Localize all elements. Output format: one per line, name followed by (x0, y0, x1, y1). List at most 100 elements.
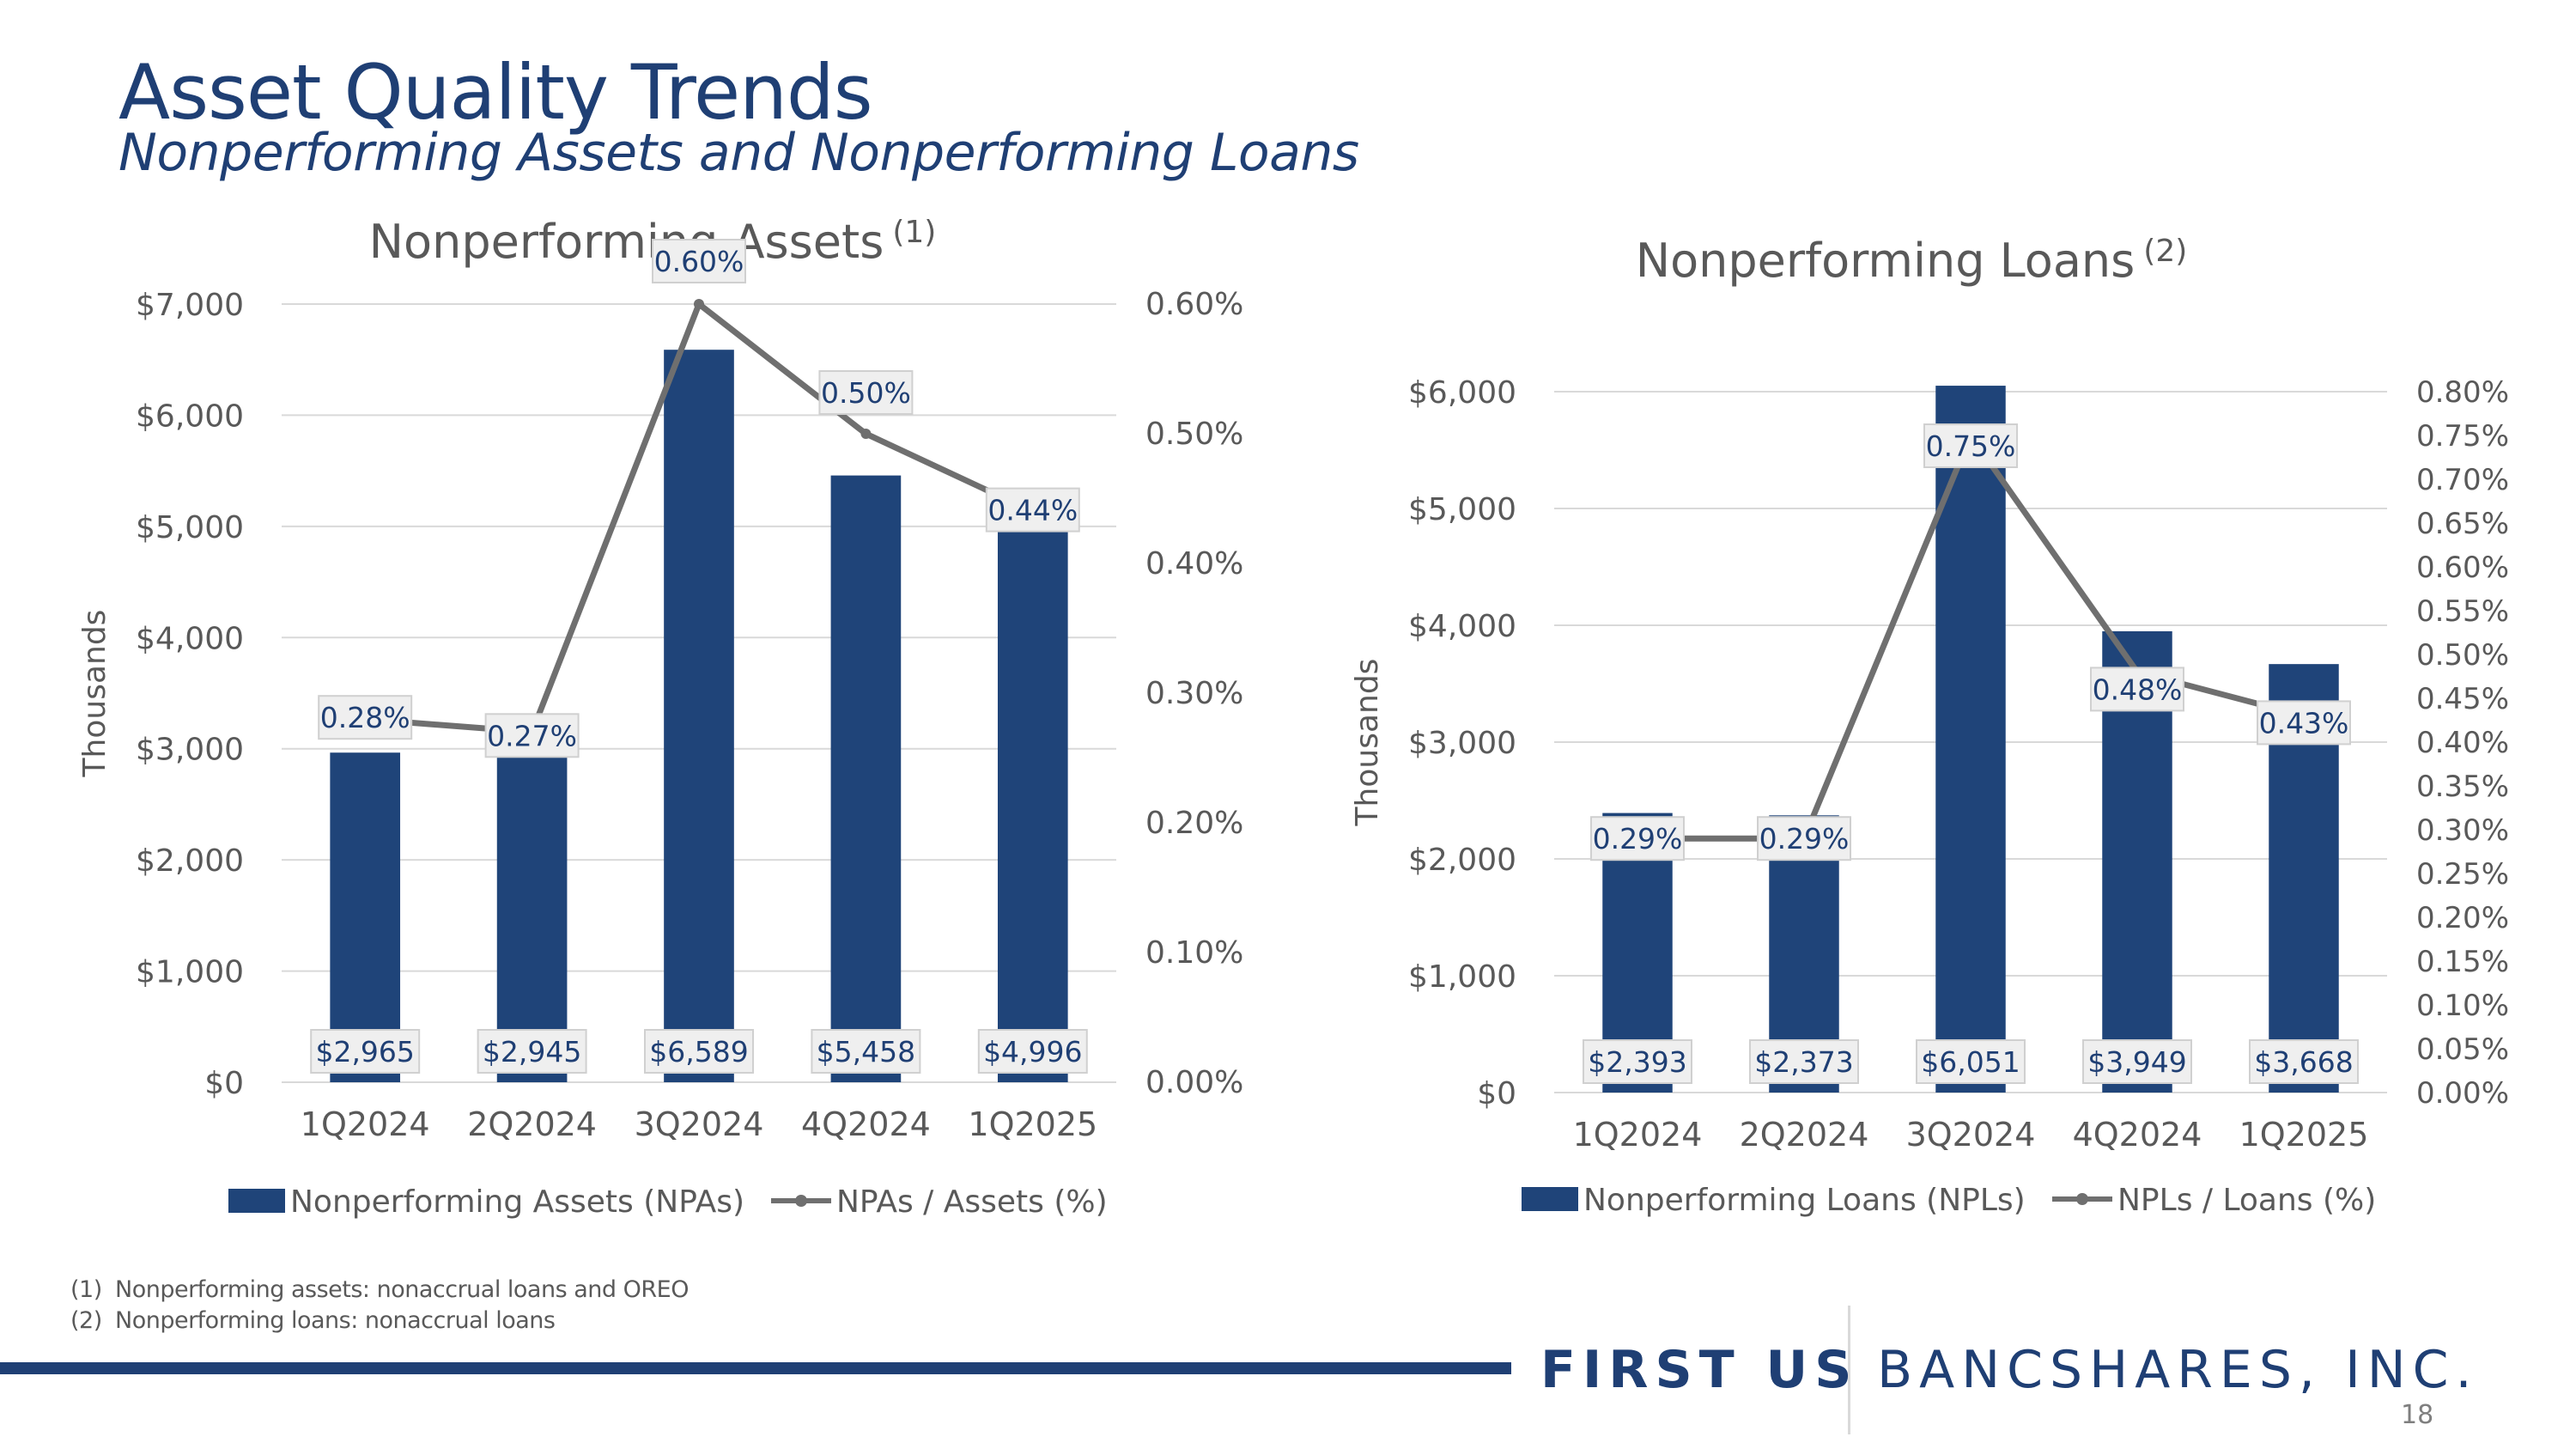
bar-data-label-bg (477, 1029, 587, 1074)
line-data-label: 0.60% (654, 245, 744, 278)
y2-tick-label: 0.80% (2416, 375, 2509, 410)
page-subtitle: Nonperforming Assets and Nonperforming L… (118, 123, 1359, 183)
y2-tick-label: 0.00% (1145, 1065, 1243, 1100)
x-tick-label: 1Q2025 (2239, 1116, 2369, 1154)
y-tick-label: $4,000 (1408, 609, 1516, 644)
bar-3Q2024 (664, 350, 734, 1082)
legend-label-bars: Nonperforming Loans (NPLs) (1583, 1183, 2026, 1218)
line-data-label-bg (818, 370, 914, 415)
bar-data-label-bg (977, 1029, 1088, 1074)
legend-label-line: NPLs / Loans (%) (2117, 1183, 2376, 1218)
x-tick-label: 4Q2024 (2073, 1116, 2202, 1154)
y-tick-label: $6,000 (1408, 375, 1516, 411)
chart-nonperforming-assets: Nonperforming Assets (1) $0 $1,000 $2,000 $3,… (77, 215, 1243, 1220)
bar-data-label: $3,668 (2254, 1045, 2353, 1079)
x-tick-label: 4Q2024 (801, 1105, 931, 1143)
bar-data-label: $3,949 (2087, 1045, 2186, 1079)
line-data-label-bg (1590, 816, 1685, 861)
x-tick-label: 1Q2024 (301, 1105, 430, 1143)
y-tick-label: $5,000 (1408, 492, 1516, 527)
y2-tick-label: 0.25% (2416, 857, 2509, 892)
logo-first-us: FIRST US (1540, 1340, 1859, 1400)
bar-data-label: $4,996 (983, 1035, 1082, 1068)
legend-swatch-bars (1522, 1187, 1578, 1211)
y-tick-label: $4,000 (136, 621, 244, 656)
y2-tick-label: 0.15% (2416, 945, 2509, 979)
legend-swatch-line-marker (2076, 1193, 2088, 1205)
logo-bancshares: BANCSHARES, INC. (1877, 1340, 2479, 1400)
logo-divider (1848, 1306, 1850, 1434)
line-data-label: 0.29% (1759, 822, 1850, 855)
y-tick-label: $3,000 (136, 733, 244, 768)
y-tick-label: $1,000 (1408, 959, 1516, 995)
y2-tick-label: 0.40% (1145, 546, 1243, 581)
y2-tick-label: 0.55% (2416, 594, 2509, 629)
y2-tick-label: 0.75% (2416, 419, 2509, 454)
page-title: Asset Quality Trends (118, 48, 873, 137)
line-data-label: 0.28% (320, 701, 410, 734)
y2-tick-label: 0.40% (2416, 726, 2509, 760)
y2-tick-label: 0.60% (1145, 287, 1243, 322)
line-data-label-bg (2090, 667, 2184, 712)
bar-data-label: $6,051 (1921, 1045, 2020, 1079)
legend-swatch-line-marker (795, 1195, 807, 1207)
bar-data-label-bg (644, 1029, 754, 1074)
y2-tick-label: 0.50% (1145, 417, 1243, 452)
y2-tick-label: 0.50% (2416, 638, 2509, 673)
line-data-label-bg (1923, 423, 2018, 468)
y-tick-label: $3,000 (1408, 726, 1516, 761)
bar-data-label-bg (310, 1029, 421, 1074)
line-point-4Q2024 (860, 429, 872, 439)
footnote-2: (2) Nonperforming loans: nonaccrual loans (70, 1307, 556, 1334)
bar-2Q2024 (496, 754, 568, 1082)
bar-data-label: $6,589 (649, 1035, 748, 1068)
line-data-label: 0.27% (487, 719, 577, 752)
legend-swatch-bars (228, 1189, 285, 1213)
bar-data-label: $2,965 (315, 1035, 414, 1068)
y2-tick-label: 0.35% (2416, 770, 2509, 804)
bar-4Q2024 (830, 475, 902, 1082)
x-tick-label: 3Q2024 (1906, 1116, 2036, 1154)
y-tick-label: $1,000 (136, 955, 244, 990)
legend-label-line: NPAs / Assets (%) (836, 1184, 1108, 1220)
line-data-label-bg (985, 487, 1080, 533)
footer-bar (0, 1362, 1511, 1374)
y2-tick-label: 0.45% (2416, 682, 2509, 716)
line-data-label-bg (652, 239, 746, 283)
x-tick-label: 3Q2024 (635, 1105, 764, 1143)
y-axis-title: Thousands (1350, 659, 1385, 827)
chart-title: Nonperforming Assets (1) (369, 215, 937, 269)
y-tick-label: $7,000 (136, 288, 244, 323)
chart-nonperforming-loans: Nonperforming Loans (2) $0 $1,000 $2,000 $3,0… (1350, 234, 2509, 1218)
y-tick-label: $0 (204, 1066, 244, 1101)
line-data-label-bg (318, 695, 413, 740)
y2-tick-label: 0.10% (1145, 935, 1243, 971)
y2-tick-label: 0.70% (2416, 463, 2509, 497)
y2-tick-label: 0.30% (2416, 813, 2509, 848)
y2-tick-label: 0.20% (1145, 806, 1243, 841)
y-tick-label: $2,000 (136, 843, 244, 879)
y2-tick-label: 0.30% (1145, 676, 1243, 711)
legend-label-bars: Nonperforming Assets (NPAs) (290, 1184, 744, 1220)
line-data-label: 0.44% (987, 494, 1078, 527)
bar-data-label: $5,458 (817, 1035, 915, 1068)
line-data-label-bg (484, 713, 580, 758)
bar-1Q2024 (330, 752, 401, 1082)
y-axis-title: Thousands (77, 610, 112, 778)
bar-data-label: $2,373 (1754, 1045, 1853, 1079)
page-number: 18 (2401, 1400, 2434, 1430)
x-tick-label: 1Q2025 (968, 1105, 1097, 1143)
y2-tick-label: 0.60% (2416, 551, 2509, 585)
line-data-label-bg (1757, 816, 1851, 861)
y2-tick-label: 0.00% (2416, 1076, 2509, 1111)
x-tick-label: 1Q2024 (1573, 1116, 1703, 1154)
bar-1Q2025 (997, 527, 1068, 1082)
footnote-1: (1) Nonperforming assets: nonaccrual loan… (70, 1276, 689, 1303)
bar-3Q2024 (1935, 386, 2006, 1093)
bar-data-label: $2,945 (483, 1035, 581, 1068)
bar-data-label-bg (1583, 1039, 1692, 1084)
y-tick-label: $2,000 (1408, 843, 1516, 878)
line-data-label-bg (2257, 700, 2351, 746)
line-data-label: 0.29% (1593, 822, 1683, 855)
bar-data-label: $2,393 (1588, 1045, 1686, 1079)
